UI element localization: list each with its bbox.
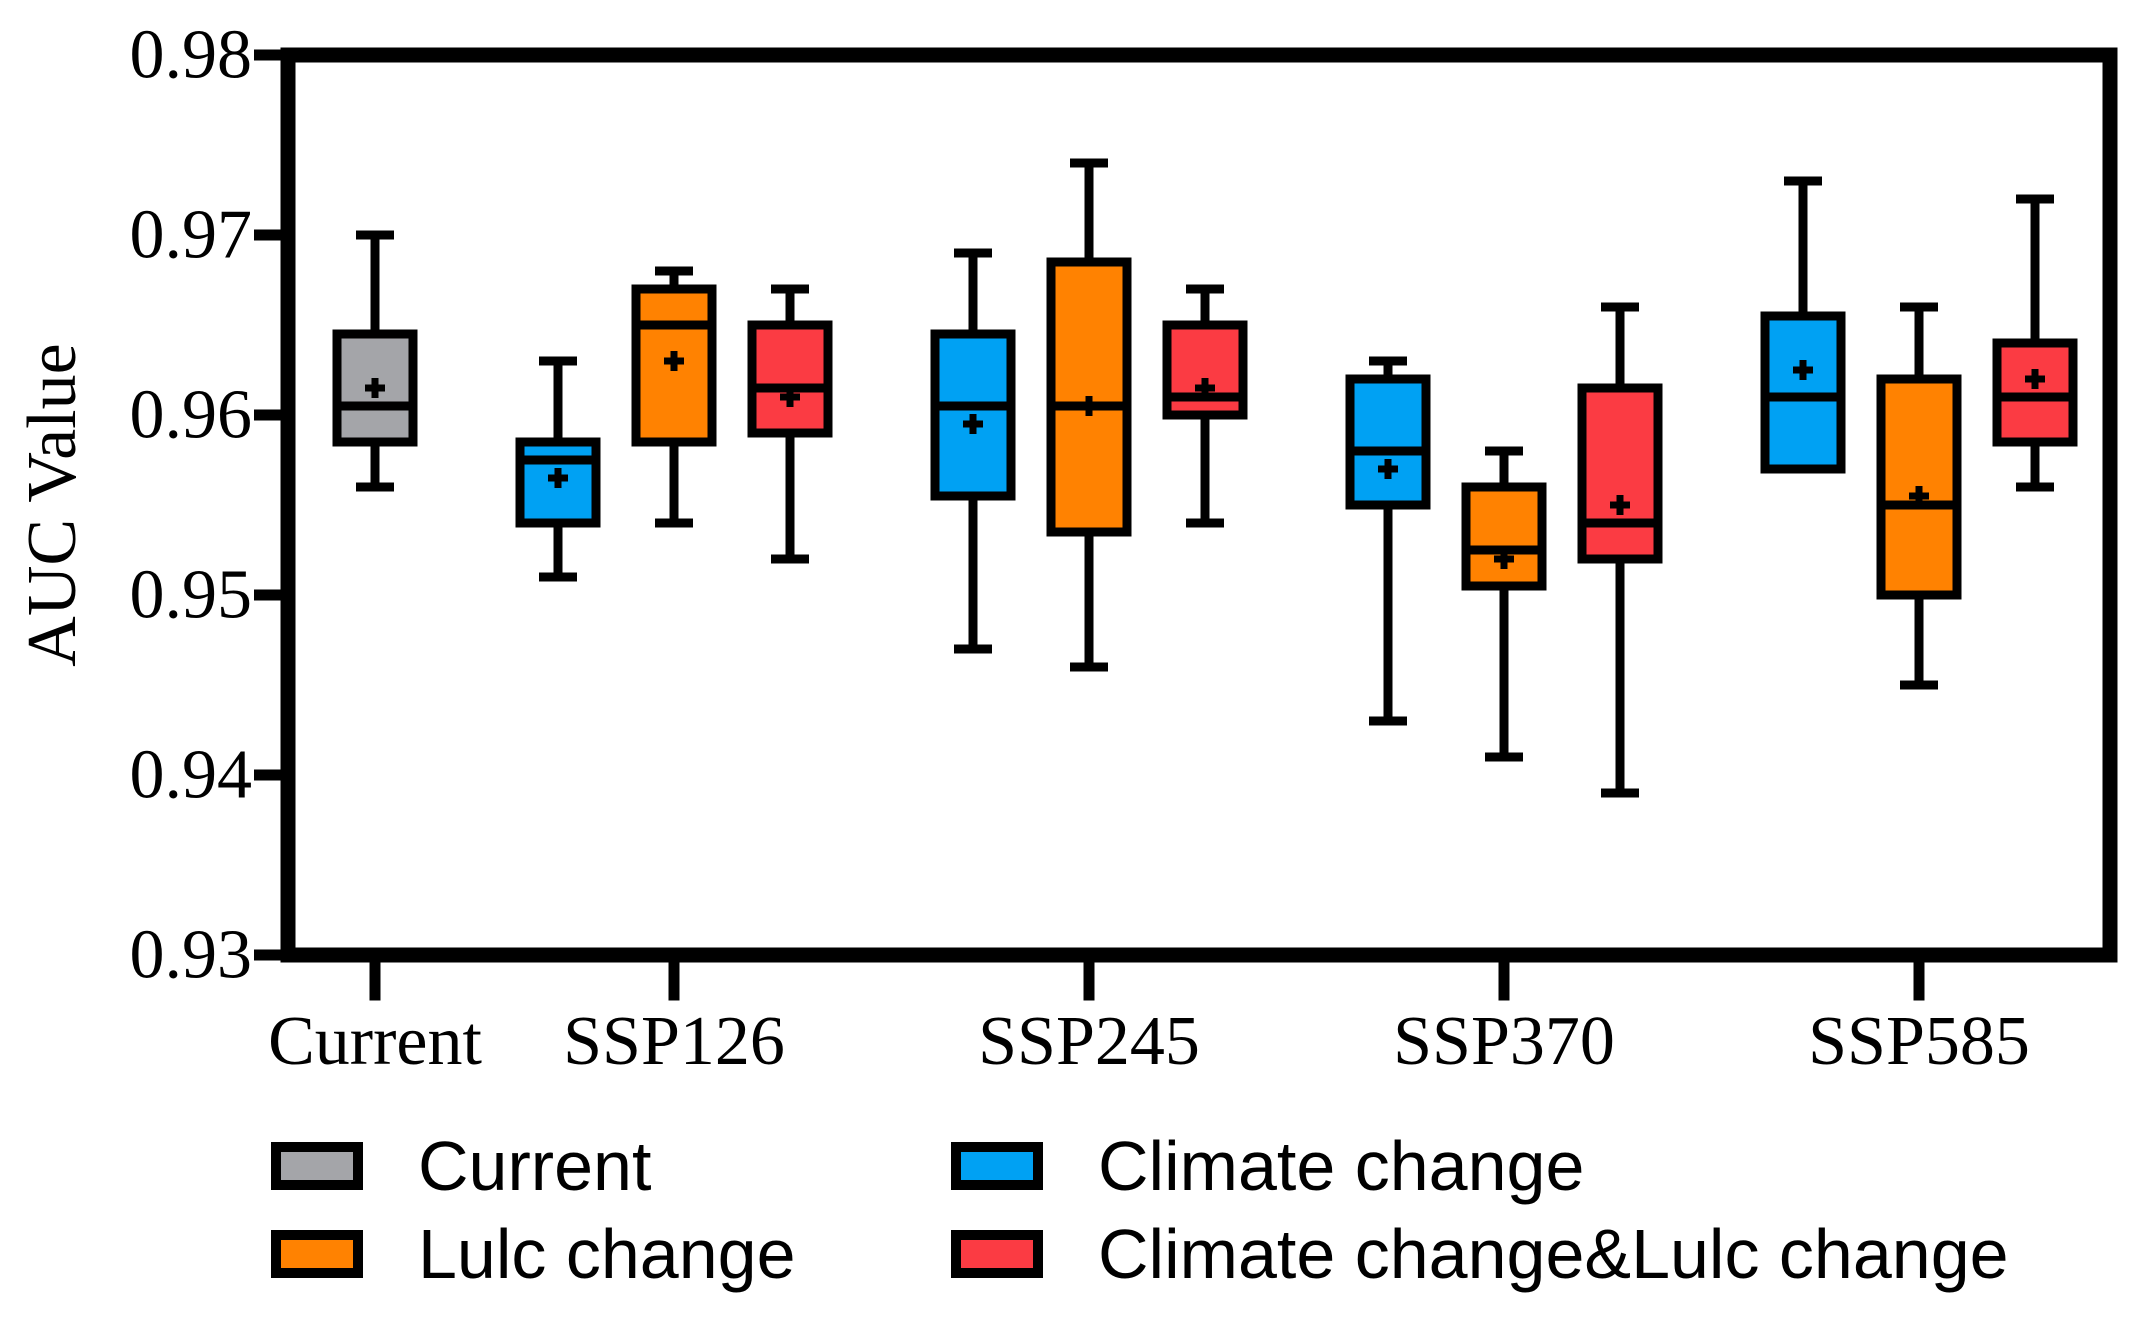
x-axis-label-ssp126: SSP126: [563, 1003, 785, 1080]
plot-frame: [280, 47, 2118, 963]
mean-marker: [1079, 396, 1099, 416]
mean-marker: [1909, 486, 1929, 506]
legend: Current Climate change Lulc change Climate …: [271, 1127, 2009, 1293]
axis-frame: [280, 47, 2118, 963]
y-tick-label-0.98: 0.98: [130, 17, 253, 94]
legend-swatch-current: [271, 1142, 363, 1190]
mean-marker: [664, 351, 684, 371]
box-ssp126-lulc-change: [631, 266, 717, 528]
legend-item-climate-change-lulc-change: Climate change&Lulc change: [951, 1215, 2009, 1293]
box-ssp585-climate-change: [1760, 176, 1846, 474]
box-ssp245-climate-change: [930, 248, 1016, 654]
iqr-box: [1345, 374, 1431, 510]
legend-swatch-climate-change-lulc-change: [951, 1230, 1043, 1278]
legend-item-current: Current: [271, 1127, 651, 1205]
iqr-box: [1577, 383, 1663, 564]
x-axis-label-current: Current: [268, 1003, 482, 1080]
box-ssp370-climate-change-lulc-change: [1577, 302, 1663, 798]
y-tick-label-0.93: 0.93: [130, 917, 253, 994]
legend-item-climate-change: Climate change: [951, 1127, 1584, 1205]
mean-marker: [2025, 369, 2045, 389]
legend-swatch-climate-change: [951, 1142, 1043, 1190]
mean-marker: [1378, 459, 1398, 479]
box-ssp585-climate-change-lulc-change: [1992, 194, 2078, 492]
y-tick-label-0.96: 0.96: [130, 377, 253, 454]
legend-label-current: Current: [418, 1127, 651, 1205]
mean-marker: [780, 387, 800, 407]
legend-label-climate-change: Climate change: [1098, 1127, 1584, 1205]
y-tick-label-0.94: 0.94: [130, 737, 253, 814]
x-axis-label-ssp585: SSP585: [1808, 1003, 2030, 1080]
box-series: [332, 158, 2078, 798]
mean-marker: [1793, 360, 1813, 380]
legend-swatch-lulc-change: [271, 1230, 363, 1278]
mean-marker: [365, 378, 385, 398]
mean-marker: [1610, 495, 1630, 515]
box-current-current: [332, 230, 418, 492]
y-axis-ticks: 0.98 0.97 0.96 0.95 0.94 0.93: [130, 17, 288, 994]
legend-label-climate-change-lulc-change: Climate change&Lulc change: [1098, 1215, 2009, 1293]
x-axis-ticks: Current SSP126 SSP245 SSP370 SSP585: [268, 962, 2030, 1080]
mean-marker: [548, 468, 568, 488]
iqr-box: [1461, 482, 1547, 591]
box-ssp245-lulc-change: [1046, 158, 1132, 672]
legend-label-lulc-change: Lulc change: [418, 1215, 796, 1293]
y-tick-label-0.97: 0.97: [130, 197, 253, 274]
mean-marker: [963, 414, 983, 434]
x-axis-label-ssp370: SSP370: [1393, 1003, 1615, 1080]
box-ssp370-lulc-change: [1461, 446, 1547, 762]
box-ssp585-lulc-change: [1876, 302, 1962, 690]
box-ssp126-climate-change-lulc-change: [747, 284, 833, 564]
box-ssp245-climate-change-lulc-change: [1162, 284, 1248, 528]
x-axis-label-ssp245: SSP245: [978, 1003, 1200, 1080]
mean-marker: [1494, 549, 1514, 569]
box-ssp126-climate-change: [515, 356, 601, 582]
mean-marker: [1195, 378, 1215, 398]
legend-item-lulc-change: Lulc change: [271, 1215, 796, 1293]
y-tick-label-0.95: 0.95: [130, 557, 253, 634]
iqr-box: [747, 320, 833, 438]
box-ssp370-climate-change: [1345, 356, 1431, 726]
y-axis-title: AUC Value: [14, 343, 91, 666]
